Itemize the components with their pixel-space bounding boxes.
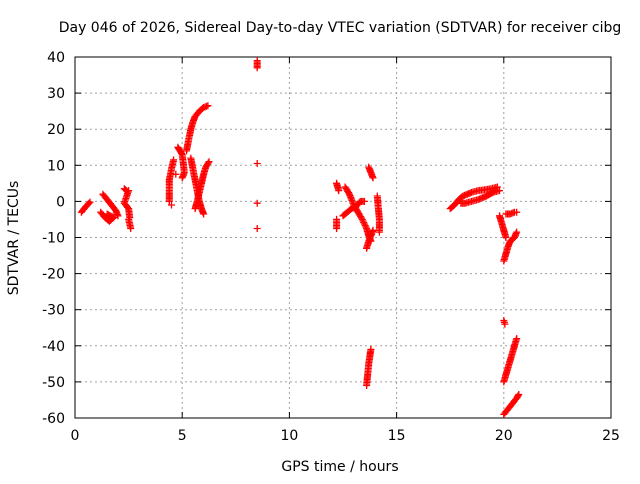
- series-arc-a3: [99, 190, 122, 220]
- series-arc-b2: [174, 143, 188, 182]
- data-point: [360, 220, 368, 228]
- data-points: [77, 57, 523, 418]
- x-tick-label: 10: [280, 428, 298, 444]
- data-point: [85, 199, 93, 207]
- x-axis-label: GPS time / hours: [281, 459, 398, 475]
- data-point: [103, 210, 111, 218]
- series-arc-a4: [120, 185, 135, 232]
- data-point: [170, 156, 178, 164]
- x-tick-label: 25: [602, 428, 620, 444]
- data-point: [515, 391, 523, 398]
- y-tick-label: -40: [42, 339, 65, 355]
- series-arc-b5: [191, 158, 213, 213]
- data-point: [127, 225, 135, 232]
- x-tick-label: 5: [178, 428, 187, 444]
- data-point: [172, 170, 180, 178]
- data-point: [369, 226, 377, 234]
- data-point: [200, 210, 208, 218]
- data-point: [514, 392, 522, 400]
- series-arc-a2: [97, 208, 118, 225]
- data-point: [513, 228, 521, 236]
- series-arc-e1: [446, 183, 501, 213]
- series-arc-e3: [496, 212, 510, 241]
- data-point: [253, 199, 261, 207]
- data-point: [205, 158, 213, 166]
- series-arc-e6: [500, 317, 509, 328]
- data-point: [513, 208, 521, 216]
- data-point: [345, 189, 353, 197]
- y-tick-label: -50: [42, 375, 65, 391]
- y-tick-label: 0: [56, 194, 65, 210]
- data-point: [496, 187, 503, 195]
- data-point: [359, 217, 367, 225]
- series-arc-e4: [502, 208, 521, 218]
- data-point: [204, 159, 212, 167]
- data-point: [333, 225, 341, 232]
- data-point: [369, 174, 377, 182]
- data-point: [114, 212, 122, 220]
- series-arc-d6: [373, 192, 383, 236]
- data-point: [358, 215, 366, 223]
- grid-lines: [75, 57, 611, 418]
- data-point: [367, 345, 375, 353]
- data-point: [86, 198, 94, 206]
- axes: [74, 56, 612, 419]
- series-arc-b1: [165, 156, 180, 209]
- data-point: [502, 234, 510, 241]
- y-tick-label: -60: [42, 411, 65, 427]
- data-point: [253, 64, 261, 72]
- series-arc-e8: [500, 391, 523, 418]
- y-tick-labels: 40 30 20 10 0 -10 -20 -30 -40 -50 -60: [42, 50, 65, 427]
- y-tick-label: 40: [47, 50, 65, 66]
- y-tick-label: 30: [47, 86, 65, 102]
- series-arc-c1: [253, 57, 261, 232]
- y-tick-label: -30: [42, 303, 65, 319]
- series-arc-d7: [363, 345, 375, 389]
- x-tick-label: 15: [388, 428, 406, 444]
- series-arc-a1: [77, 198, 94, 216]
- chart-title: Day 046 of 2026, Sidereal Day-to-day VTE…: [59, 20, 622, 36]
- data-point: [168, 201, 175, 209]
- y-tick-label: -20: [42, 267, 65, 283]
- data-point: [346, 192, 354, 200]
- series-arc-b3: [183, 102, 212, 155]
- data-point: [375, 228, 383, 236]
- data-point: [178, 174, 186, 182]
- x-tick-label: 0: [71, 428, 80, 444]
- series-arc-d5: [363, 226, 377, 252]
- y-tick-label: 10: [47, 158, 65, 174]
- data-point: [501, 320, 509, 328]
- data-point: [253, 225, 261, 232]
- y-axis-label: SDTVAR / TECUs: [6, 181, 22, 296]
- y-tick-label: -10: [42, 231, 65, 247]
- x-tick-label: 20: [495, 428, 513, 444]
- data-point: [335, 187, 343, 195]
- data-point: [204, 102, 212, 110]
- data-point: [361, 222, 369, 229]
- series-arc-d4: [365, 163, 377, 182]
- data-point: [513, 335, 521, 343]
- x-tick-labels: 0 5 10 15 20 25: [71, 428, 620, 444]
- y-tick-label: 20: [47, 122, 65, 138]
- data-point: [360, 197, 368, 205]
- data-point: [104, 211, 112, 219]
- series-arc-e5: [500, 228, 521, 265]
- data-point: [360, 219, 368, 226]
- series-arc-e2: [457, 187, 503, 207]
- data-point: [253, 160, 261, 167]
- series-arc-e7: [500, 335, 521, 386]
- data-point: [357, 214, 365, 222]
- series-arc-d1: [333, 179, 343, 232]
- series-arc-d3: [339, 197, 368, 220]
